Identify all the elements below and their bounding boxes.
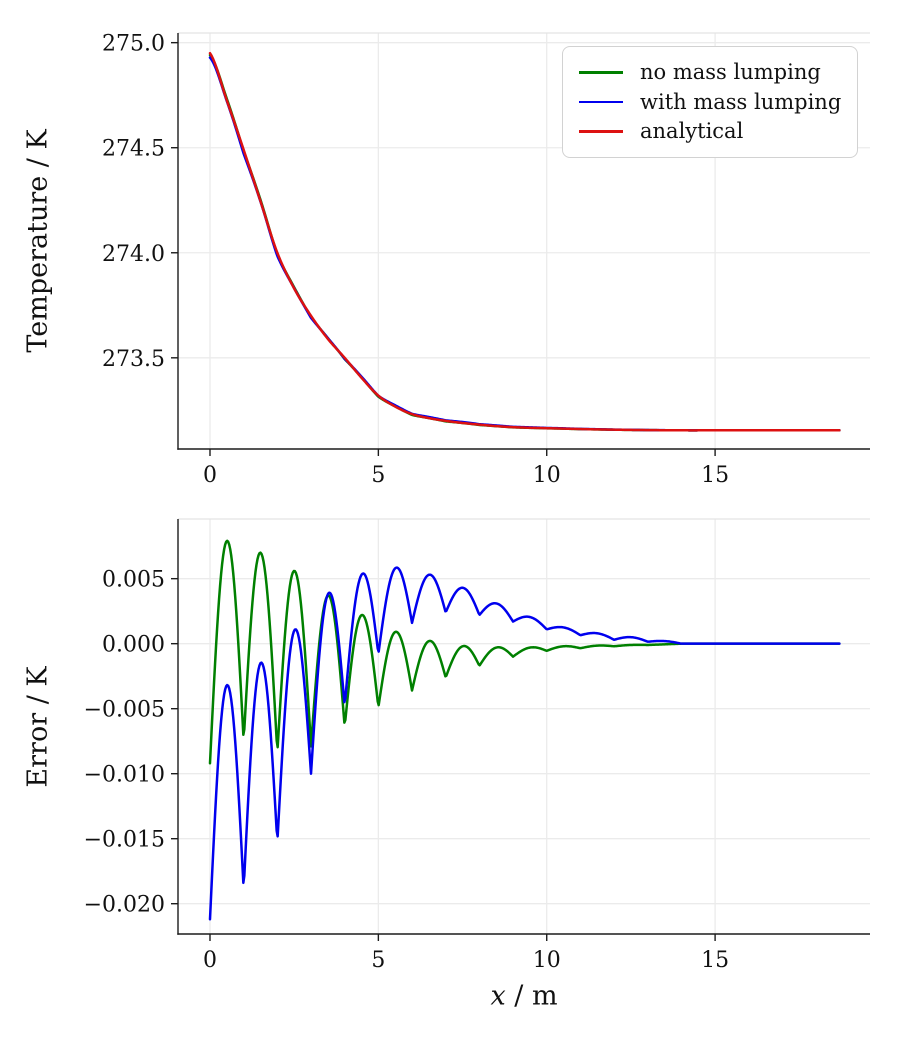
y-tick-label: 274.5 xyxy=(102,137,165,162)
legend-label: analytical xyxy=(640,119,744,144)
legend-item-no-mass-lumping: no mass lumping xyxy=(579,59,857,84)
legend-item-analytical: analytical xyxy=(579,121,857,142)
error-axis-label: Error / K xyxy=(22,666,54,788)
y-tick-label: 273.5 xyxy=(102,347,165,372)
y-tick-label: −0.010 xyxy=(84,763,165,788)
x-tick-label: 0 xyxy=(203,948,217,973)
y-tick-label: −0.015 xyxy=(84,828,165,853)
legend: no mass lumping with mass lumping analyt… xyxy=(562,46,858,158)
series-no-mass-lumping-line xyxy=(208,539,841,765)
x-tick-label: 15 xyxy=(701,948,729,973)
x-tick-label: 5 xyxy=(371,948,385,973)
y-tick-label: 275.0 xyxy=(102,32,165,57)
x-tick-label: 0 xyxy=(203,463,217,488)
series-analytical-line xyxy=(208,51,841,432)
x-tick-label: 10 xyxy=(533,948,561,973)
series-with-mass-lumping-line xyxy=(208,566,841,921)
legend-label: no mass lumping xyxy=(640,59,821,84)
legend-label: with mass lumping xyxy=(640,89,842,114)
x-axis-label-variable: x xyxy=(490,980,506,1012)
legend-item-with-mass-lumping: with mass lumping xyxy=(579,89,857,114)
temperature-plot: 0 5 10 15 273.5 274.0 274.5 275.0 xyxy=(102,32,870,488)
y-tick-label: −0.020 xyxy=(84,893,165,918)
x-tick-label: 5 xyxy=(371,463,385,488)
y-tick-label: 0.000 xyxy=(102,633,165,658)
temperature-axis-label: Temperature / K xyxy=(22,129,54,353)
legend-line-red xyxy=(579,130,623,134)
y-tick-label: 0.005 xyxy=(102,568,165,593)
x-tick-label: 10 xyxy=(533,463,561,488)
legend-line-blue xyxy=(579,100,623,104)
y-tick-label: 274.0 xyxy=(102,242,165,267)
error-plot: 0 5 10 15 0.005 0.000 −0.005 −0.010 −0.015 −0.020 xyxy=(84,518,870,973)
x-tick-label: 15 xyxy=(701,463,729,488)
legend-line-green xyxy=(579,70,623,74)
x-axis-label-unit: / m xyxy=(505,980,558,1012)
y-tick-label: −0.005 xyxy=(84,698,165,723)
x-axis-label: x / m xyxy=(490,981,557,1012)
